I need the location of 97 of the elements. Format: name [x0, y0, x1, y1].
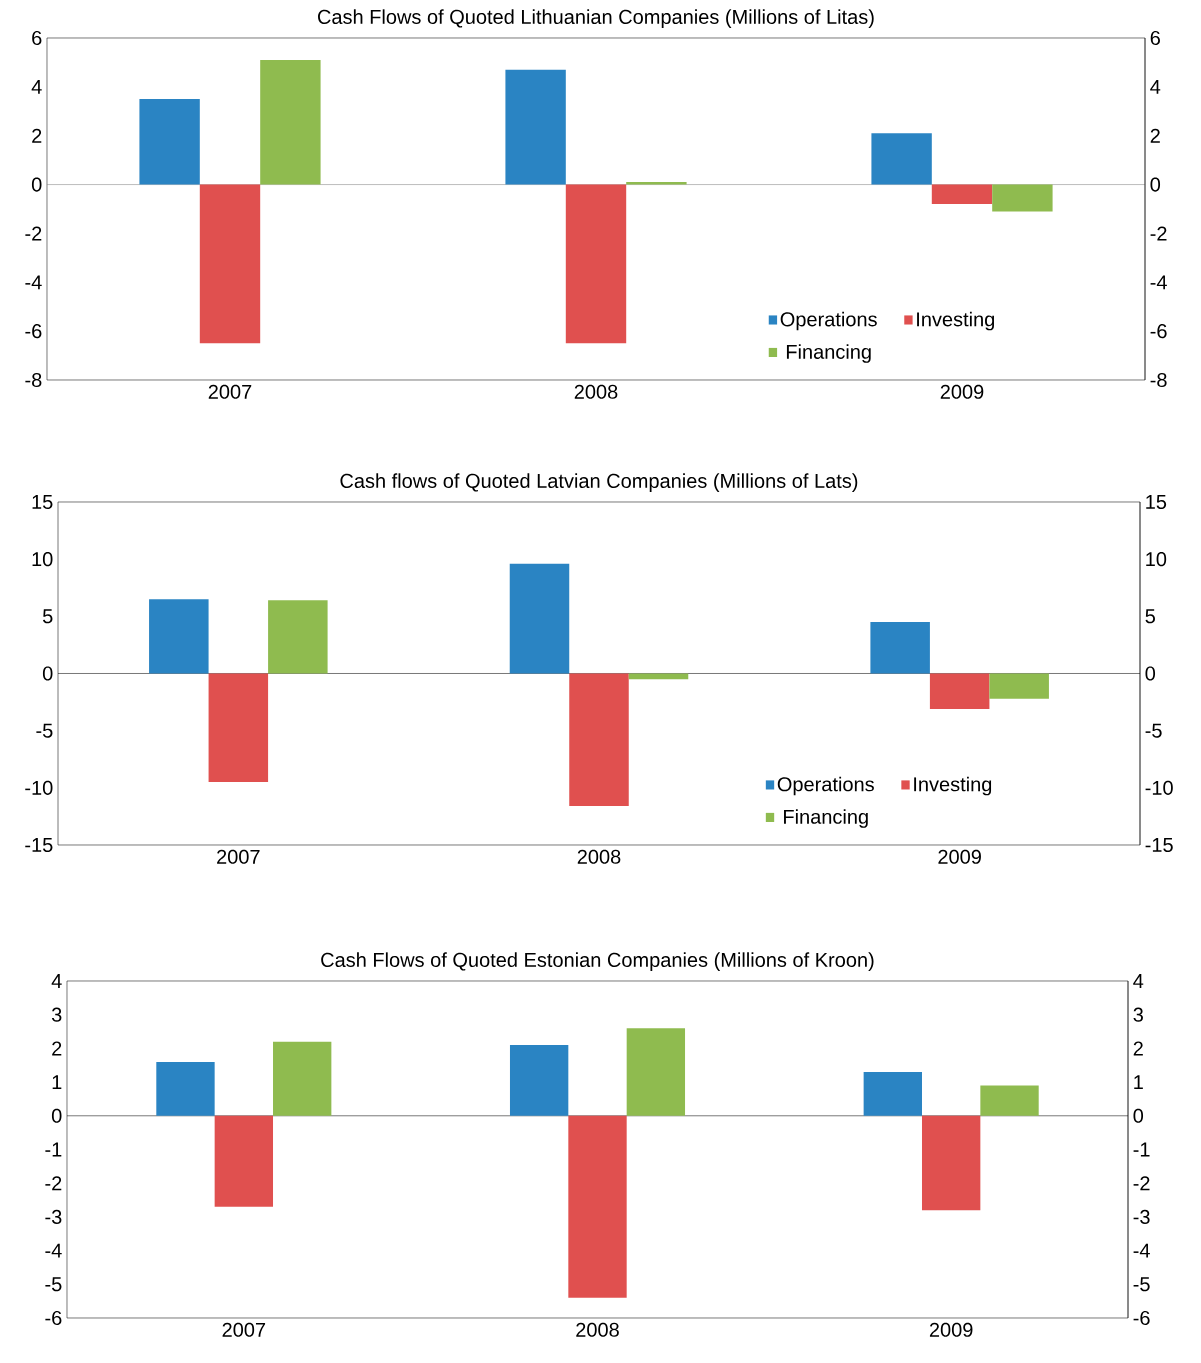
y2-tick-label: 0 [1133, 1108, 1144, 1123]
y2-tick-label: -5 [1133, 1277, 1150, 1292]
y-tick-label: -2 [45, 1176, 62, 1191]
y2-tick-label: 10 [1146, 552, 1167, 567]
x-tick-label: 2009 [929, 1322, 973, 1337]
x-tick-label: 2007 [222, 1322, 266, 1337]
bar [568, 1115, 627, 1298]
legend-label: Financing [784, 809, 868, 828]
legend-label: Financing [786, 344, 871, 363]
legend-label: Operations [777, 776, 874, 796]
y-tick-label: 3 [51, 1007, 62, 1022]
bar [505, 69, 566, 185]
bar [992, 184, 1053, 212]
bar [863, 1071, 922, 1116]
bar [628, 673, 689, 680]
y2-tick-label: 6 [1150, 30, 1160, 46]
x-tick-label: 2008 [576, 1322, 619, 1337]
bar [871, 133, 932, 185]
y-tick-label: -6 [25, 324, 42, 339]
y2-tick-label: -2 [1150, 226, 1167, 241]
y2-tick-label: 2 [1133, 1041, 1143, 1056]
y-tick-label: 0 [31, 177, 42, 192]
y2-tick-label: 1 [1134, 1075, 1143, 1089]
y2-tick-label: 15 [1146, 495, 1167, 509]
bar [929, 673, 990, 709]
y2-tick-label: -8 [1150, 372, 1167, 388]
chart-title: Cash flows of Quoted Latvian Companies (Millions of Lats) [340, 473, 858, 492]
y-tick-label: 2 [52, 1041, 62, 1056]
chart-title: Cash Flows of Quoted Lithuanian Companies (Millions of Litas) [318, 9, 874, 28]
bar [509, 563, 570, 674]
bar [931, 184, 993, 205]
bar [268, 600, 328, 674]
bar [921, 1115, 981, 1211]
y-tick-label: -10 [25, 780, 53, 795]
bar [509, 1045, 569, 1116]
y2-tick-label: -6 [1150, 324, 1167, 339]
bar [156, 1061, 215, 1116]
bar [273, 1041, 332, 1116]
y-tick-label: -3 [45, 1209, 62, 1224]
y-tick-label: -4 [25, 275, 42, 290]
y2-tick-label: -4 [1133, 1243, 1150, 1258]
y-tick-label: 4 [31, 79, 42, 94]
y2-tick-label: -3 [1133, 1209, 1150, 1224]
y-tick-label: 5 [42, 609, 53, 624]
y-tick-label: -15 [25, 838, 53, 852]
y-tick-label: 2 [32, 128, 42, 143]
y2-tick-label: -10 [1145, 780, 1173, 795]
bar [626, 1028, 686, 1116]
y-tick-label: 15 [32, 495, 53, 509]
y2-tick-label: 0 [1150, 177, 1161, 192]
y-tick-label: 0 [42, 666, 53, 681]
x-tick-label: 2007 [217, 849, 260, 864]
y2-tick-label: 3 [1133, 1007, 1143, 1022]
y-tick-label: 0 [51, 1108, 62, 1123]
bar [626, 182, 687, 185]
legend-label: Investing [917, 311, 995, 331]
bar [565, 184, 627, 344]
y-tick-label: -4 [45, 1243, 62, 1258]
y-tick-label: -2 [25, 226, 42, 241]
y2-tick-label: -2 [1133, 1176, 1150, 1191]
y-tick-label: 6 [32, 30, 42, 46]
bar [214, 1115, 274, 1207]
y2-tick-label: 0 [1145, 666, 1156, 681]
y2-tick-label: 4 [1133, 974, 1144, 988]
bar [569, 673, 629, 807]
legend-label: Investing [914, 776, 992, 796]
y2-tick-label: -15 [1145, 838, 1173, 852]
bar [260, 59, 321, 185]
y-tick-label: 10 [32, 552, 53, 567]
y2-tick-label: -5 [1145, 723, 1162, 738]
y-tick-label: -1 [45, 1142, 62, 1157]
y2-tick-label: -4 [1150, 275, 1167, 290]
y-tick-label: -5 [45, 1277, 62, 1292]
x-tick-label: 2008 [574, 384, 618, 399]
bar [199, 184, 261, 344]
bar [870, 622, 930, 674]
y-tick-label: -8 [25, 372, 42, 388]
bar [208, 673, 269, 783]
x-tick-label: 2008 [577, 849, 621, 864]
legend-label: Operations [780, 311, 877, 331]
y-tick-label: 1 [52, 1075, 62, 1089]
y2-tick-label: 4 [1150, 79, 1161, 94]
y2-tick-label: 5 [1145, 609, 1155, 624]
y-tick-label: -6 [45, 1310, 62, 1326]
bar [980, 1085, 1039, 1116]
y-tick-label: -5 [36, 723, 53, 738]
bar [149, 599, 209, 674]
bar [989, 673, 1049, 699]
x-tick-label: 2007 [208, 384, 252, 399]
y2-tick-label: 2 [1150, 128, 1160, 143]
y2-tick-label: -6 [1133, 1310, 1150, 1326]
x-tick-label: 2009 [938, 849, 981, 864]
chart-title: Cash Flows of Quoted Estonian Companies (Millions of Kroon) [321, 952, 874, 971]
bar [139, 99, 200, 185]
x-tick-label: 2009 [940, 384, 984, 399]
y2-tick-label: -1 [1133, 1142, 1150, 1157]
y-tick-label: 4 [51, 974, 62, 988]
